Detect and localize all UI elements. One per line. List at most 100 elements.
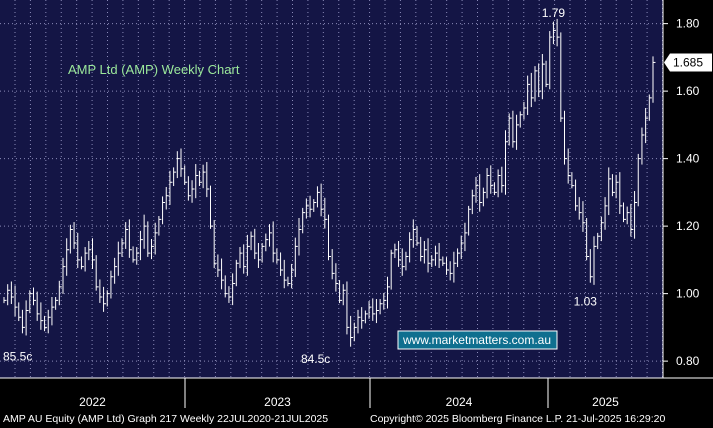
price-bar xyxy=(652,56,656,103)
price-bar xyxy=(143,214,147,249)
price-bar xyxy=(232,273,236,306)
price-bar xyxy=(158,216,162,236)
y-axis: 0.80 1.00 1.20 1.40 1.60 1.80 xyxy=(663,17,700,368)
price-bar xyxy=(611,174,615,197)
price-bar xyxy=(346,281,350,335)
price-bar xyxy=(125,222,129,249)
price-bar xyxy=(375,299,379,324)
price-bar xyxy=(51,297,55,326)
price-bar xyxy=(398,240,402,267)
price-bar xyxy=(316,186,320,208)
price-bar xyxy=(420,236,424,262)
price-bar xyxy=(401,248,405,276)
price-bar xyxy=(364,310,368,324)
price-bar xyxy=(14,285,18,317)
price-bar xyxy=(438,243,442,268)
price-bar xyxy=(33,287,36,306)
price-bar xyxy=(58,280,62,306)
price-bar xyxy=(457,248,461,268)
price-bar xyxy=(276,248,280,264)
price-bar xyxy=(567,148,571,184)
price-bar xyxy=(66,238,70,276)
price-bar xyxy=(634,191,638,239)
price-bar xyxy=(586,218,590,261)
price-bar xyxy=(549,31,553,90)
price-bar xyxy=(3,297,7,304)
price-bar xyxy=(110,270,114,299)
price-bar xyxy=(313,199,317,212)
price-bar xyxy=(519,111,523,128)
price-bar xyxy=(62,257,66,294)
price-bar xyxy=(294,237,298,278)
price-bar xyxy=(198,170,202,187)
price-bar xyxy=(221,258,225,290)
price-bar xyxy=(552,21,556,45)
price-bar xyxy=(320,183,324,217)
price-bar xyxy=(357,309,361,334)
price-bar xyxy=(604,197,608,230)
price-bar xyxy=(224,275,228,298)
price-bar xyxy=(21,309,25,334)
price-bar xyxy=(139,230,143,261)
price-bar xyxy=(342,284,346,306)
price-bar xyxy=(575,179,579,211)
price-bar xyxy=(235,259,239,287)
price-bar xyxy=(184,165,188,185)
price-bar xyxy=(412,219,416,248)
price-bar xyxy=(328,214,331,261)
price-bar xyxy=(571,172,575,189)
price-bar xyxy=(626,206,630,225)
price-bar xyxy=(69,224,73,254)
y-tick-label: 1.80 xyxy=(676,17,700,31)
price-bar xyxy=(265,233,269,252)
last-price-box xyxy=(664,53,712,72)
url-text: www.marketmatters.com.au xyxy=(402,333,551,347)
price-bar xyxy=(136,247,140,265)
chart-title: AMP Ltd (AMP) Weekly Chart xyxy=(68,62,240,77)
price-bar xyxy=(187,176,191,201)
price-bar xyxy=(641,127,645,165)
price-bar xyxy=(560,32,564,122)
price-bar xyxy=(257,243,261,268)
price-bar xyxy=(261,243,265,263)
price-bar xyxy=(339,280,343,304)
price-bar xyxy=(475,176,479,203)
price-bar xyxy=(523,101,527,120)
price-bar xyxy=(615,174,619,199)
price-bar xyxy=(582,201,586,232)
price-bar xyxy=(44,315,48,332)
price-bar xyxy=(287,276,291,287)
price-bar xyxy=(372,298,376,321)
price-bar xyxy=(40,302,44,330)
price-bar xyxy=(482,187,486,207)
price-bar xyxy=(106,290,110,307)
price-bar xyxy=(18,302,22,322)
price-bar xyxy=(84,247,88,272)
price-bar xyxy=(589,249,593,283)
price-bar xyxy=(195,164,199,199)
price-bar xyxy=(202,164,206,189)
y-tick-label: 0.80 xyxy=(676,354,700,368)
url-label[interactable]: www.marketmatters.com.au xyxy=(397,330,558,350)
price-bar xyxy=(291,263,295,289)
x-year-label: 2023 xyxy=(264,395,291,409)
price-bar xyxy=(302,207,306,234)
price-bar xyxy=(597,232,601,250)
price-bar xyxy=(151,238,154,260)
price-bar xyxy=(92,238,95,270)
price-bar xyxy=(497,169,501,198)
price-bar xyxy=(512,110,516,148)
price-bar xyxy=(25,300,29,336)
price-bar xyxy=(228,286,232,303)
price-bar xyxy=(556,18,560,47)
price-bar xyxy=(29,290,33,314)
price-bar xyxy=(600,216,604,242)
price-bar xyxy=(165,186,169,210)
price-bar xyxy=(162,196,166,225)
y-tick-label: 1.00 xyxy=(676,287,700,301)
price-bar xyxy=(534,66,538,102)
price-bar xyxy=(206,162,210,198)
price-bar xyxy=(169,170,173,205)
price-bar xyxy=(490,165,494,194)
y-tick-label: 1.60 xyxy=(676,84,700,98)
